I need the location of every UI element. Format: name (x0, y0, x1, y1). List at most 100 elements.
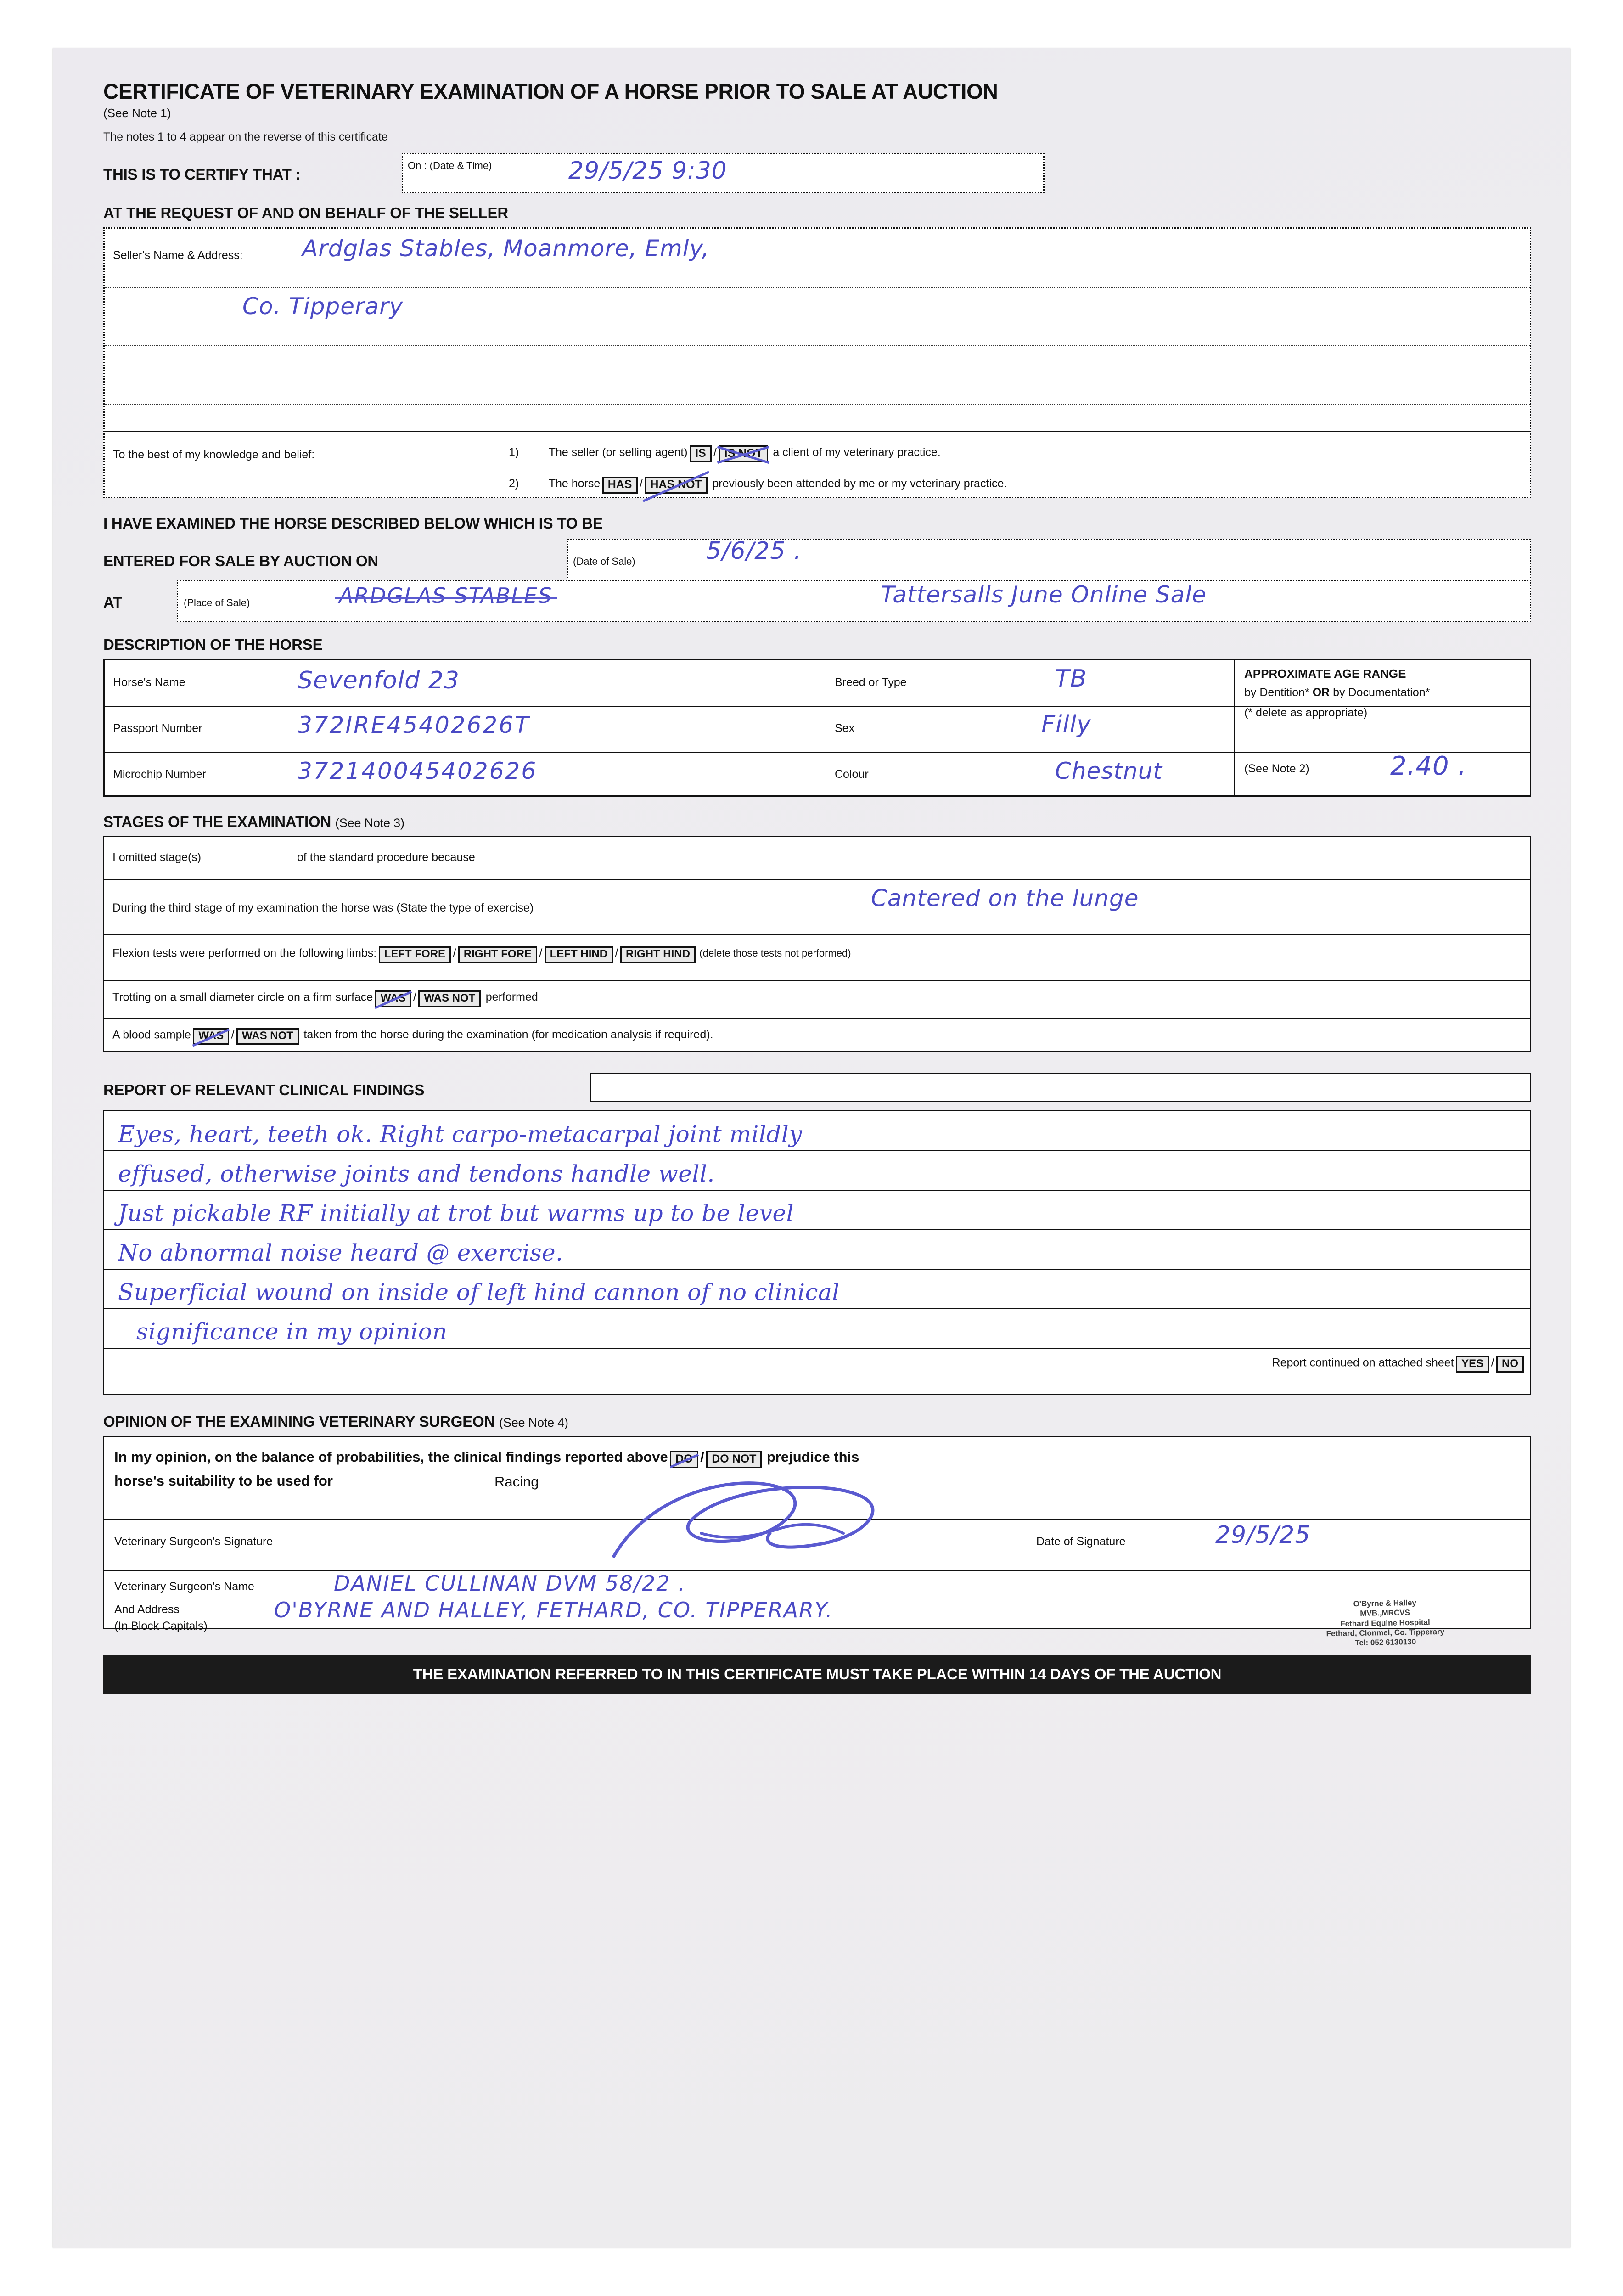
belief-item-1-pre: The seller (or selling agent) (548, 445, 688, 459)
vet-address-label: And Address (114, 1603, 180, 1616)
date-of-sale-value: 5/6/25 . (706, 537, 802, 565)
breed-value: TB (1055, 664, 1087, 692)
trotting-was-option[interactable]: WAS (375, 990, 411, 1007)
report-continued-no-option[interactable]: NO (1496, 1356, 1524, 1373)
horse-name-value: Sevenfold 23 (298, 666, 460, 694)
at-label: AT (103, 593, 123, 611)
trotting-was-not-option[interactable]: WAS NOT (418, 990, 481, 1007)
age-see-note: (See Note 2) (1244, 762, 1309, 775)
opinion-do-not-option[interactable]: DO NOT (706, 1451, 762, 1469)
signature-scribble (612, 1481, 875, 1558)
place-of-sale-struck: ARDGLAS STABLES (334, 583, 557, 608)
report-continued-yes-option[interactable]: YES (1456, 1356, 1489, 1373)
age-delete-note: (* delete as appropriate) (1244, 706, 1368, 719)
blood-was-option[interactable]: WAS (193, 1028, 230, 1045)
seller-is-not-option[interactable]: IS NOT (719, 445, 768, 463)
age-range-methods: by Dentition* OR by Documentation* (1244, 686, 1430, 699)
vet-address-label-2: (In Block Capitals) (114, 1619, 208, 1632)
belief-label: To the best of my knowledge and belief: (113, 448, 315, 461)
title-note: (See Note 1) (103, 106, 171, 120)
entered-for-sale-label: ENTERED FOR SALE BY AUCTION ON (103, 552, 379, 569)
findings-line-4: No abnormal noise heard @ exercise. (118, 1239, 563, 1266)
age-or: OR (1312, 686, 1330, 699)
date-of-sale-label: (Date of Sale) (573, 555, 635, 567)
certify-label: THIS IS TO CERTIFY THAT : (103, 165, 301, 183)
omitted-stages-label-b: of the standard procedure because (297, 850, 475, 864)
flexion-left-hind-option[interactable]: LEFT HIND (544, 946, 613, 963)
belief-item-1-post: a client of my veterinary practice. (773, 445, 941, 459)
stages-heading-note: (See Note 3) (335, 816, 404, 830)
belief-item-1: 1) The seller (or selling agent) IS / IS… (509, 445, 941, 463)
date-time-label: On : (Date & Time) (408, 159, 492, 171)
blood-sample-post: taken from the horse during the examinat… (303, 1028, 713, 1041)
page-title: CERTIFICATE OF VETERINARY EXAMINATION OF… (103, 79, 998, 103)
age-range-title: APPROXIMATE AGE RANGE (1244, 666, 1406, 681)
blood-sample-label: A blood sample (112, 1028, 191, 1041)
findings-line-3: Just pickable RF initially at trot but w… (118, 1199, 794, 1227)
stages-heading-text: STAGES OF THE EXAMINATION (103, 813, 331, 830)
microchip-number-label: Microchip Number (113, 767, 206, 781)
horse-has-not-option[interactable]: HAS NOT (645, 476, 708, 494)
flexion-left-fore-option[interactable]: LEFT FORE (378, 946, 451, 963)
date-of-signature-value: 29/5/25 (1215, 1521, 1311, 1549)
microchip-number-value: 372140045402626 (298, 757, 538, 784)
omitted-stages-label-a: I omitted stage(s) (112, 850, 202, 864)
findings-line-1: Eyes, heart, teeth ok. Right carpo-metac… (118, 1120, 803, 1148)
flexion-label: Flexion tests were performed on the foll… (112, 946, 377, 960)
opinion-use-value: Racing (494, 1473, 539, 1490)
sex-label: Sex (835, 721, 855, 735)
vet-address-value: O'BYRNE AND HALLEY, FETHARD, CO. TIPPERA… (274, 1597, 833, 1622)
description-table: Horse's Name Sevenfold 23 Passport Numbe… (103, 658, 1531, 797)
date-time-value: 29/5/25 9:30 (568, 157, 727, 185)
opinion-heading: OPINION OF THE EXAMINING VETERINARY SURG… (103, 1413, 1531, 1430)
trotting-post: performed (485, 990, 538, 1004)
opinion-sep: / (700, 1448, 704, 1465)
belief-item-1-sep: / (713, 445, 717, 459)
seller-address-line-1: Ardglas Stables, Moanmore, Emly, (302, 235, 710, 262)
footer-banner: THE EXAMINATION REFERRED TO IN THIS CERT… (103, 1655, 1531, 1694)
report-continued-row: Report continued on attached sheet YES /… (1272, 1356, 1524, 1373)
belief-item-2-pre: The horse (548, 477, 601, 490)
sex-value: Filly (1041, 710, 1092, 738)
blood-was-not-option[interactable]: WAS NOT (236, 1028, 299, 1045)
flexion-right-hind-option[interactable]: RIGHT HIND (620, 946, 696, 963)
opinion-text-a: In my opinion, on the balance of probabi… (114, 1448, 668, 1465)
place-of-sale-value: Tattersalls June Online Sale (881, 581, 1207, 608)
blood-sample-row: A blood sample WAS / WAS NOT taken from … (112, 1028, 713, 1045)
vet-name-label: Veterinary Surgeon's Name (114, 1580, 254, 1593)
opinion-block: In my opinion, on the balance of probabi… (103, 1435, 1531, 1647)
seller-block: Seller's Name & Address: Ardglas Stables… (103, 227, 1531, 498)
seller-heading: AT THE REQUEST OF AND ON BEHALF OF THE S… (103, 204, 509, 221)
notes-reverse-line: The notes 1 to 4 appear on the reverse o… (103, 130, 388, 143)
seller-address-line-2: Co. Tipperary (242, 293, 404, 320)
report-continued-label: Report continued on attached sheet (1272, 1356, 1454, 1369)
horse-has-option[interactable]: HAS (602, 476, 638, 494)
colour-label: Colour (835, 767, 869, 781)
seller-is-option[interactable]: IS (690, 445, 712, 463)
opinion-line-2: horse's suitability to be used for (114, 1472, 333, 1489)
certificate-page: CERTIFICATE OF VETERINARY EXAMINATION OF… (53, 48, 1570, 2248)
place-of-sale-field[interactable]: (Place of Sale) ARDGLAS STABLES Tattersa… (177, 580, 1531, 622)
opinion-do-option[interactable]: DO (670, 1451, 698, 1469)
opinion-heading-note: (See Note 4) (499, 1415, 568, 1429)
opinion-text-b: prejudice this (766, 1448, 859, 1465)
colour-value: Chestnut (1055, 757, 1163, 784)
date-of-sale-field[interactable]: (Date of Sale) 5/6/25 . (567, 537, 1531, 581)
findings-block[interactable]: Eyes, heart, teeth ok. Right carpo-metac… (103, 1109, 1531, 1395)
horse-name-label: Horse's Name (113, 675, 185, 689)
passport-number-label: Passport Number (113, 721, 202, 735)
report-continued-sep: / (1491, 1356, 1494, 1369)
belief-item-1-num: 1) (509, 445, 519, 459)
findings-line-5: Superficial wound on inside of left hind… (118, 1278, 840, 1306)
flexion-note: (delete those tests not performed) (699, 947, 851, 959)
stages-block: I omitted stage(s) of the standard proce… (103, 836, 1531, 1052)
opinion-heading-text: OPINION OF THE EXAMINING VETERINARY SURG… (103, 1412, 495, 1430)
trotting-label: Trotting on a small diameter circle on a… (112, 990, 373, 1004)
flexion-right-fore-option[interactable]: RIGHT FORE (458, 946, 537, 963)
opinion-line-1: In my opinion, on the balance of probabi… (114, 1449, 859, 1469)
age-by-documentation: by Documentation* (1333, 686, 1430, 699)
date-time-field[interactable]: On : (Date & Time) 29/5/25 9:30 (402, 152, 1045, 193)
date-of-signature-label: Date of Signature (1036, 1535, 1126, 1548)
age-by-dentition: by Dentition* (1244, 686, 1309, 699)
findings-heading-box (590, 1073, 1531, 1102)
